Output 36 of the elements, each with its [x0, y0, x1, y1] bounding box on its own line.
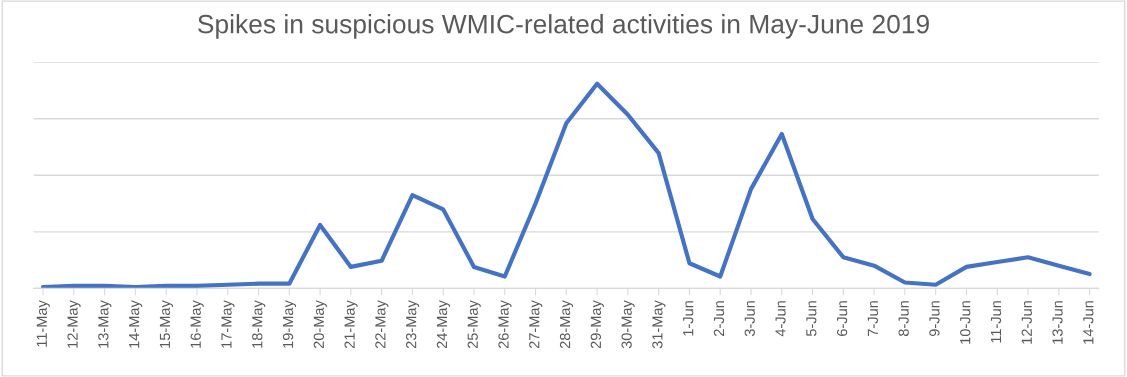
- x-tick-label: 23-May: [406, 300, 420, 349]
- chart-title: Spikes in suspicious WMIC-related activities in May-June 2019: [198, 14, 929, 39]
- x-tick-label: 21-May: [344, 300, 358, 349]
- x-tick-label: 4-Jun: [775, 301, 786, 337]
- x-tick-label: 17-May: [221, 300, 235, 348]
- x-tick-label: 13-Jun: [1052, 301, 1063, 344]
- x-tick-label: 1-Jun: [683, 301, 694, 336]
- x-tick-label: 25-May: [467, 300, 481, 349]
- x-tick-label: 6-Jun: [836, 301, 848, 336]
- x-tick-label: 30-May: [621, 300, 635, 349]
- x-tick-label: 19-May: [282, 300, 297, 348]
- x-tick-label: 7-Jun: [867, 301, 879, 336]
- x-tick-label: 14-Jun: [1083, 301, 1094, 344]
- x-tick-label: 11-May: [36, 300, 50, 347]
- x-tick-label: 27-May: [529, 300, 543, 349]
- x-tick-label: 8-Jun: [898, 301, 909, 337]
- x-tick-label: 14-May: [129, 300, 143, 348]
- x-tick-label: 12-Jun: [1021, 301, 1032, 344]
- x-tick-label: 29-May: [590, 300, 604, 349]
- x-tick-label: 3-Jun: [744, 301, 755, 337]
- x-tick-label: 24-May: [436, 300, 450, 349]
- x-tick-label: 26-May: [498, 300, 512, 349]
- x-tick-label: 12-May: [67, 300, 81, 348]
- x-tick-label: 16-May: [190, 300, 204, 348]
- x-tick-label: 31-May: [652, 300, 666, 349]
- x-tick-label: 13-May: [98, 300, 112, 348]
- x-tick-label: 15-May: [159, 300, 173, 348]
- x-tick-label: 28-May: [559, 300, 574, 349]
- x-tick-label: 22-May: [375, 300, 389, 349]
- x-tick-label: 9-Jun: [929, 301, 940, 336]
- x-tick-label: 2-Jun: [713, 301, 725, 336]
- x-tick-label: 18-May: [252, 300, 266, 348]
- x-tick-label: 5-Jun: [806, 301, 817, 337]
- x-tick-label: 11-Jun: [990, 301, 1002, 343]
- x-tick-label: 20-May: [313, 300, 327, 349]
- x-tick-label: 10-Jun: [960, 301, 971, 344]
